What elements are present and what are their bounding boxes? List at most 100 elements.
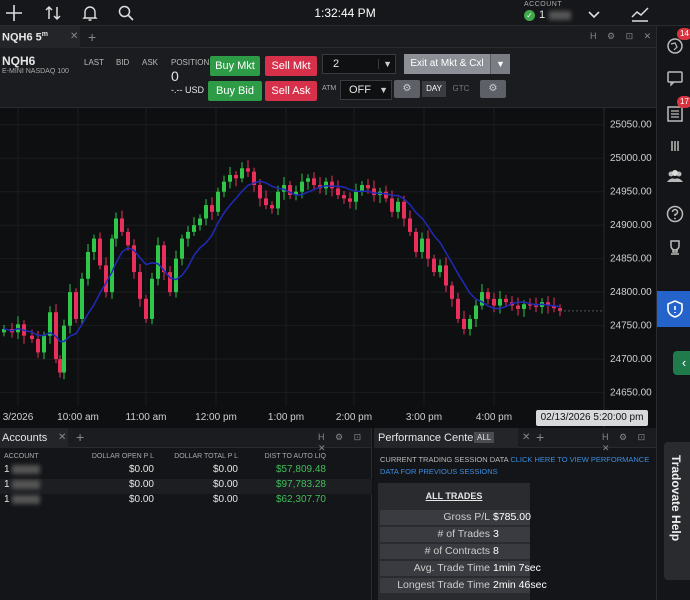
sell-ask-button[interactable]: Sell Ask: [265, 81, 317, 101]
col-dist-auto-liq[interactable]: DIST TO AUTO LIQ: [264, 453, 326, 460]
bell-icon[interactable]: [80, 3, 100, 23]
candle-down: [30, 335, 34, 340]
chevron-down-icon: ▼: [378, 59, 392, 69]
candle-down: [450, 285, 454, 299]
tab-label: NQH6 5: [2, 31, 42, 44]
candle-up: [192, 225, 196, 232]
chart-canvas[interactable]: 25050.00 25000.00 24950.00 24900.00 24850.00…: [0, 108, 656, 428]
list-icon[interactable]: [665, 104, 685, 124]
table-row[interactable]: 1 $0.00 $0.00 $62,307.70: [0, 494, 372, 509]
window-controls[interactable]: H ⚙ ⊡ ✕: [602, 432, 650, 453]
exit-at-market-button[interactable]: Exit at Mkt & Cxl: [404, 54, 490, 74]
account-id: 1: [539, 9, 546, 21]
crosshair-icon[interactable]: [4, 3, 24, 23]
candle-up: [294, 191, 298, 196]
candle-up: [92, 238, 96, 252]
candle-down: [132, 245, 136, 273]
candle-up: [522, 304, 526, 309]
atm-select[interactable]: OFF ▼: [340, 80, 392, 100]
add-tab-icon[interactable]: +: [536, 429, 545, 445]
chat-icon[interactable]: [665, 68, 685, 88]
col-open-pl[interactable]: DOLLAR OPEN P L: [91, 453, 154, 460]
candle-down: [58, 359, 62, 373]
all-filter-badge[interactable]: ALL: [474, 432, 495, 443]
help-tab-label[interactable]: Tradovate Help: [669, 455, 683, 542]
account-cell: 1: [4, 479, 10, 490]
x-tick-label: 11:00 am: [126, 412, 167, 423]
shield-icon[interactable]: [665, 299, 685, 319]
x-tick-label: 10:00 am: [57, 412, 99, 423]
trend-line-icon[interactable]: [630, 3, 650, 23]
sell-market-button[interactable]: Sell Mkt: [265, 56, 317, 76]
candle-down: [120, 218, 124, 232]
tab-performance-center[interactable]: Performance Center: [374, 428, 518, 448]
add-tab-icon[interactable]: +: [76, 429, 85, 445]
candle-up: [62, 325, 66, 373]
tab-chart-nqh6[interactable]: NQH6 5m: [0, 26, 80, 48]
help-tab[interactable]: [664, 442, 690, 580]
col-total-pl[interactable]: DOLLAR TOTAL P L: [174, 453, 238, 460]
candle-down: [36, 339, 40, 353]
gtc-tif-button[interactable]: GTC: [452, 84, 470, 93]
candle-down: [366, 185, 370, 189]
candle-down: [528, 304, 532, 306]
candle-down: [426, 238, 430, 259]
close-tab-icon[interactable]: ✕: [58, 432, 67, 443]
candle-down: [98, 238, 102, 266]
total-pl-cell: $0.00: [212, 464, 238, 475]
day-tif-button[interactable]: DAY: [422, 81, 446, 97]
tif-settings-gear-icon[interactable]: ⚙: [480, 80, 506, 98]
buy-bid-button[interactable]: Buy Bid: [208, 81, 262, 101]
atm-settings-gear-icon[interactable]: ⚙: [394, 80, 420, 98]
help-circle-icon[interactable]: [665, 204, 685, 224]
close-tab-icon[interactable]: ✕: [522, 432, 531, 443]
candle-down: [234, 174, 238, 179]
community-icon[interactable]: [665, 166, 685, 186]
table-row[interactable]: 1 $0.00 $0.00 $57,809.48: [0, 464, 372, 479]
chart-tab-bar: NQH6 5m ✕ + H ⚙ ⊡ ✕: [0, 26, 656, 48]
perf-value: $785.00: [493, 511, 531, 523]
price-chart[interactable]: 25050.00 25000.00 24950.00 24900.00 24850.00…: [0, 108, 656, 428]
table-row[interactable]: 1 $0.00 $0.00 $97,783.28: [0, 479, 372, 494]
tab-accounts[interactable]: Accounts: [0, 428, 68, 448]
crosshair-date-label: 02/13/2026 5:20:00 pm: [536, 410, 648, 426]
sort-arrows-icon[interactable]: [43, 3, 63, 23]
window-controls[interactable]: H ⚙ ⊡ ✕: [590, 31, 656, 41]
candle-down: [492, 298, 496, 306]
quantity-select[interactable]: 2 ▼: [322, 54, 396, 74]
total-pl-cell: $0.00: [212, 494, 238, 505]
perf-value: 1min 7sec: [493, 562, 541, 574]
buy-market-button[interactable]: Buy Mkt: [210, 56, 260, 76]
candle-down: [144, 298, 148, 319]
y-tick-label: 25000.00: [610, 153, 652, 164]
columns-icon[interactable]: [665, 136, 685, 156]
collapse-panel-icon[interactable]: ‹: [673, 351, 690, 375]
candle-down: [414, 231, 418, 252]
chevron-down-icon[interactable]: [584, 4, 604, 24]
search-icon[interactable]: [116, 3, 136, 23]
y-tick-label: 24850.00: [610, 254, 652, 265]
add-tab-icon[interactable]: +: [88, 29, 97, 45]
chevron-down-icon: ▼: [379, 85, 388, 95]
close-tab-icon[interactable]: ✕: [70, 31, 79, 42]
candle-up: [438, 265, 442, 273]
trophy-icon[interactable]: [665, 238, 685, 258]
candle-up: [110, 238, 114, 293]
col-account[interactable]: ACCOUNT: [4, 453, 39, 460]
quantity-value: 2: [333, 58, 340, 70]
window-controls[interactable]: H ⚙ ⊡ ✕: [318, 432, 366, 453]
candle-down: [312, 178, 316, 186]
moving-average-line: [3, 180, 561, 343]
x-tick-label: 12:00 pm: [195, 412, 237, 423]
performance-panel: Performance Center ALL ✕ + H ⚙ ⊡ ✕ CURRE…: [374, 428, 656, 600]
exit-dropdown-icon[interactable]: ▼: [490, 54, 510, 74]
globe-icon[interactable]: [665, 36, 685, 56]
previous-sessions-link[interactable]: CLICK HERE TO VIEW PERFORMANCE DATA FOR …: [380, 455, 650, 476]
candle-up: [156, 245, 160, 279]
candle-up: [300, 181, 304, 192]
candle-up: [48, 312, 52, 336]
candle-down: [456, 298, 460, 319]
shield-tab[interactable]: [657, 291, 690, 327]
candle-up: [498, 298, 502, 306]
account-selector[interactable]: ACCOUNT ✓ 1: [524, 1, 572, 21]
